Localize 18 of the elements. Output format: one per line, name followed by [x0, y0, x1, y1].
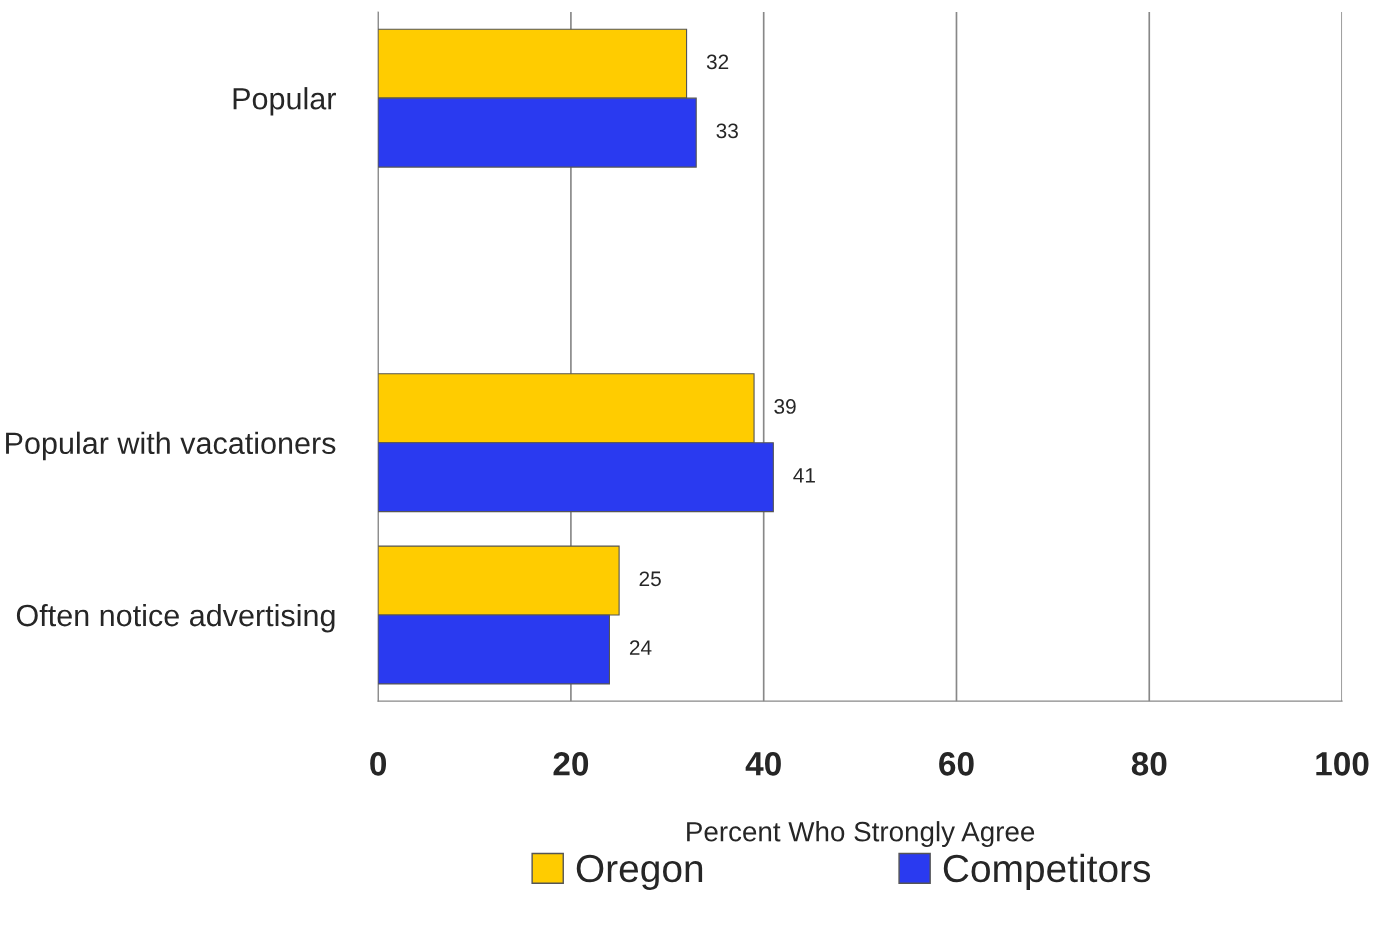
- data-label: 25: [639, 571, 661, 587]
- x-axis-title: Percent Who Strongly Agree: [687, 821, 1035, 848]
- y-tick-label: Popular with vacationers: [6, 431, 336, 461]
- x-tick-label: 100: [1316, 752, 1369, 776]
- y-tick-label: Often notice advertising: [16, 603, 335, 633]
- data-label: 33: [716, 123, 738, 139]
- data-label: 39: [774, 399, 796, 414]
- data-label: 24: [629, 640, 652, 655]
- x-tick-label: 0: [370, 752, 387, 776]
- legend-label: Competitors: [943, 853, 1151, 890]
- x-tick-label: 60: [939, 752, 974, 776]
- x-tick-label: 20: [553, 752, 589, 776]
- x-tick-label: 40: [745, 752, 781, 776]
- legend-label: Oregon: [576, 854, 703, 890]
- x-tick-label: 80: [1131, 752, 1167, 776]
- data-label: 32: [706, 54, 729, 70]
- y-tick-label: Popular: [233, 87, 336, 116]
- data-label: 41: [793, 468, 815, 483]
